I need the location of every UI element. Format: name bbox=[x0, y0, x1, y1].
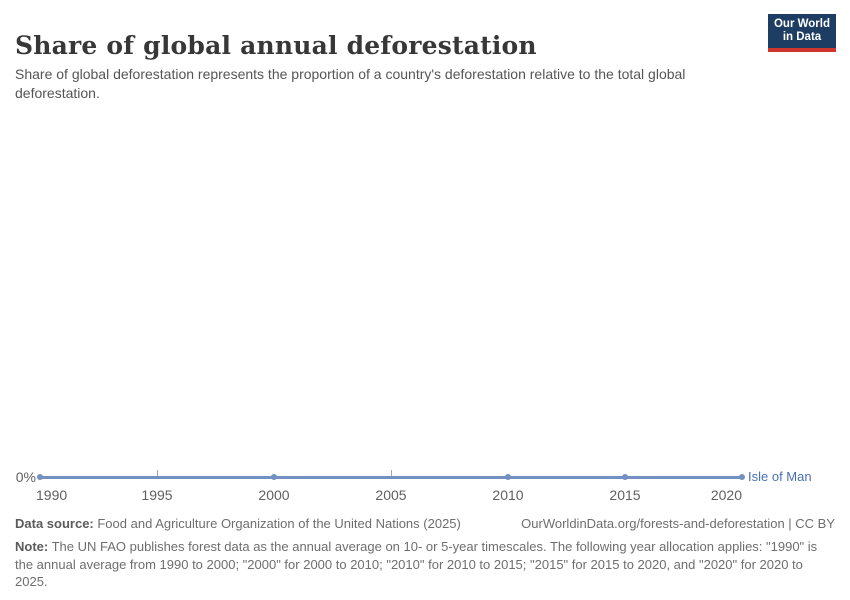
series-line bbox=[40, 476, 742, 479]
page-title: Share of global annual deforestation bbox=[15, 30, 537, 60]
x-tick-label: 2005 bbox=[375, 487, 407, 503]
chart-plot-area: 0% 1990 1995 2000 2005 2010 2015 2020 Isle of M… bbox=[15, 469, 812, 503]
x-tick-label: 1995 bbox=[141, 487, 173, 503]
chart-subtitle: Share of global deforestation represents… bbox=[15, 66, 686, 101]
y-axis-tick-label: 0% bbox=[15, 469, 36, 485]
chart-footer: Data source: Food and Agriculture Organi… bbox=[15, 516, 835, 531]
owid-logo-line1: Our World bbox=[773, 17, 830, 30]
x-tick-label: 2000 bbox=[258, 487, 290, 503]
series-entity-label[interactable]: Isle of Man bbox=[748, 469, 812, 484]
data-point-marker bbox=[271, 474, 277, 480]
note-label: Note: bbox=[15, 539, 49, 554]
x-tick-label: 2010 bbox=[492, 487, 524, 503]
x-axis-tick bbox=[390, 470, 392, 476]
owid-citation-link[interactable]: OurWorldinData.org/forests-and-deforesta… bbox=[521, 516, 835, 531]
data-point-marker bbox=[505, 474, 511, 480]
chart-note: Note: The UN FAO publishes forest data a… bbox=[15, 538, 837, 591]
owid-logo-line2: in Data bbox=[782, 31, 822, 43]
owid-logo[interactable]: Our World in Data bbox=[768, 14, 836, 52]
x-axis-tick bbox=[156, 470, 158, 476]
x-tick-label: 2015 bbox=[609, 487, 641, 503]
data-point-marker bbox=[37, 474, 43, 480]
data-source-line: Data source: Food and Agriculture Organi… bbox=[15, 516, 461, 531]
data-point-marker bbox=[622, 474, 628, 480]
data-source-label: Data source: bbox=[15, 516, 94, 531]
data-point-marker bbox=[739, 474, 745, 480]
data-source-value: Food and Agriculture Organization of the… bbox=[93, 516, 461, 531]
note-text: The UN FAO publishes forest data as the … bbox=[15, 539, 818, 589]
x-tick-label: 2020 bbox=[710, 487, 742, 503]
x-tick-label: 1990 bbox=[36, 487, 68, 503]
